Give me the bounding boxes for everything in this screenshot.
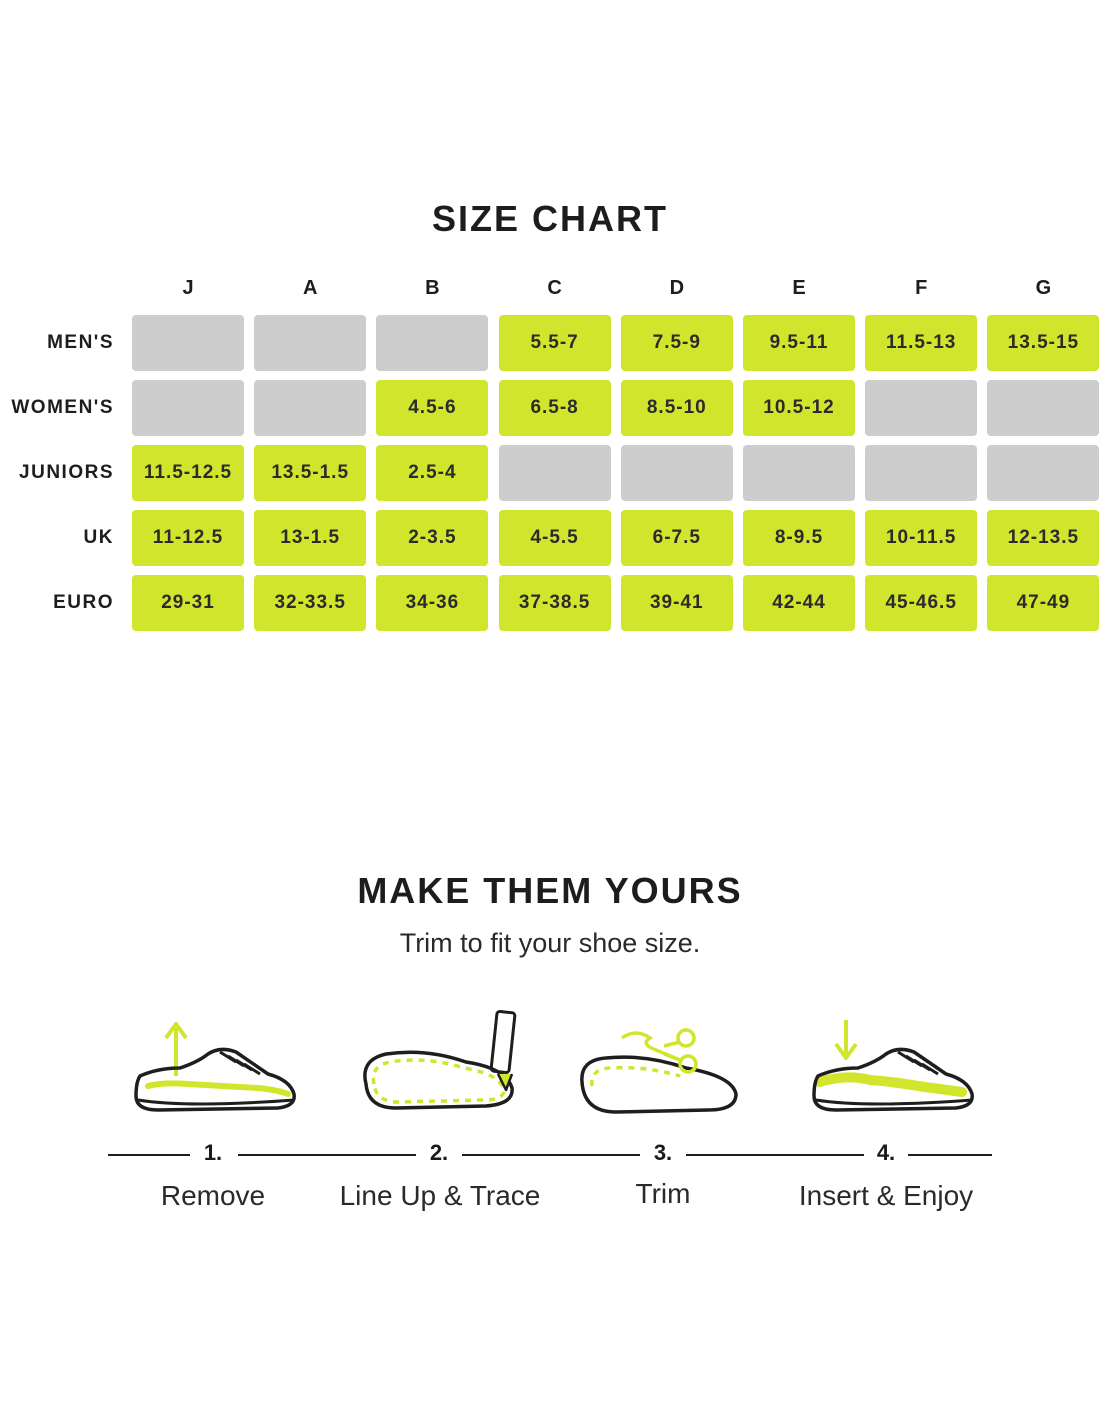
step-label-line-up-trace: Line Up & Trace <box>339 1180 541 1211</box>
timeline-segment <box>238 1154 416 1156</box>
size-cell: 29-31 <box>132 575 244 631</box>
shoe-insert-icon <box>812 1020 974 1112</box>
column-header-e: E <box>792 277 806 299</box>
size-cell-empty <box>620 445 733 501</box>
size-cell-empty <box>132 380 244 436</box>
size-cell: 10-11.5 <box>865 510 978 566</box>
size-chart-title: SIZE CHART <box>432 198 668 239</box>
step-number-4: 4. <box>876 1140 896 1165</box>
size-cell: 11.5-12.5 <box>132 445 244 501</box>
size-cell: 13.5-1.5 <box>254 445 367 501</box>
step-number-2: 2. <box>429 1140 449 1165</box>
size-cell: 4.5-6 <box>376 380 489 436</box>
row-header-juniors: JUNIORS <box>19 462 114 483</box>
size-cell: 9.5-11 <box>743 315 855 371</box>
make-them-yours-subtitle: Trim to fit your shoe size. <box>399 928 701 958</box>
column-header-c: C <box>547 277 562 299</box>
size-cell: 10.5-12 <box>743 380 855 436</box>
row-header-euro: EURO <box>53 592 114 613</box>
insole-trim-icon <box>580 1028 738 1114</box>
step-label-trim: Trim <box>635 1178 691 1209</box>
size-cell: 47-49 <box>987 575 1100 631</box>
size-cell: 11-12.5 <box>132 510 244 566</box>
step-number-3: 3. <box>653 1140 673 1165</box>
size-cell: 2-3.5 <box>376 510 489 566</box>
size-cell: 2.5-4 <box>376 445 489 501</box>
size-cell-empty <box>498 445 611 501</box>
timeline-segment <box>686 1154 864 1156</box>
size-cell: 4-5.5 <box>498 510 611 566</box>
size-cell: 32-33.5 <box>254 575 367 631</box>
timeline-segment <box>462 1154 640 1156</box>
make-them-yours-title: MAKE THEM YOURS <box>357 870 743 911</box>
size-cell-empty <box>254 315 367 371</box>
size-cell-empty <box>987 380 1100 436</box>
step-label-insert-enjoy: Insert & Enjoy <box>798 1180 974 1211</box>
size-cell: 5.5-7 <box>498 315 611 371</box>
size-cell: 42-44 <box>743 575 855 631</box>
insole-trace-icon <box>363 1010 517 1110</box>
row-header-womens: WOMEN'S <box>11 397 114 418</box>
size-cell-empty <box>743 445 855 501</box>
size-cell: 39-41 <box>620 575 733 631</box>
size-cell-empty <box>865 445 978 501</box>
column-header-f: F <box>915 277 928 299</box>
size-cell: 6-7.5 <box>620 510 733 566</box>
size-cell: 12-13.5 <box>987 510 1100 566</box>
size-cell: 8-9.5 <box>743 510 855 566</box>
column-header-d: D <box>669 277 685 299</box>
column-header-a: A <box>302 277 318 299</box>
size-cell: 6.5-8 <box>498 380 611 436</box>
size-cell: 13-1.5 <box>254 510 367 566</box>
size-cell: 8.5-10 <box>620 380 733 436</box>
column-header-j: J <box>182 277 194 299</box>
size-cell-empty <box>987 445 1100 501</box>
row-header-mens: MEN'S <box>47 332 114 353</box>
column-header-g: G <box>1035 277 1052 299</box>
size-cell: 37-38.5 <box>498 575 611 631</box>
row-header-uk: UK <box>83 527 114 548</box>
column-header-b: B <box>425 277 440 299</box>
size-cell-empty <box>865 380 978 436</box>
size-cell-empty <box>254 380 367 436</box>
size-cell: 13.5-15 <box>987 315 1100 371</box>
size-cell-empty <box>132 315 244 371</box>
timeline-segment <box>108 1154 190 1156</box>
size-cell: 45-46.5 <box>865 575 978 631</box>
step-label-remove: Remove <box>160 1180 266 1211</box>
timeline-segment <box>908 1154 992 1156</box>
size-cell-empty <box>376 315 489 371</box>
size-cell: 34-36 <box>376 575 489 631</box>
shoe-remove-icon <box>134 1022 296 1112</box>
size-cell: 11.5-13 <box>865 315 978 371</box>
step-number-1: 1. <box>203 1140 223 1165</box>
size-cell: 7.5-9 <box>620 315 733 371</box>
